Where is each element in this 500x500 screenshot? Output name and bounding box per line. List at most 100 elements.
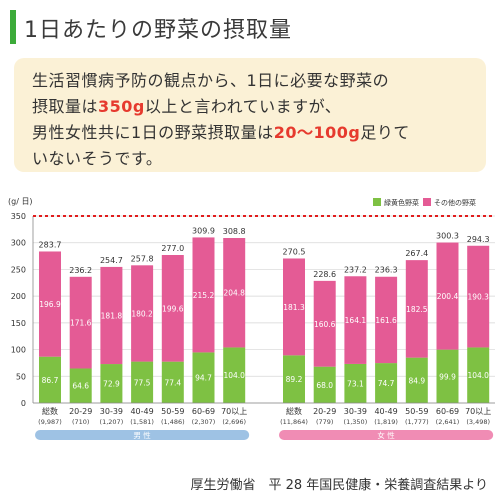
bar-segment-green <box>39 356 61 403</box>
x-tick-label: 総数 <box>42 406 58 416</box>
page-title: 1日あたりの野菜の摂取量 <box>24 18 292 43</box>
bar-segment-pink <box>161 255 184 362</box>
y-tick-label: 50 <box>16 372 26 381</box>
bar-segment-green <box>131 361 154 403</box>
x-count-label: (9,987) <box>38 418 62 426</box>
legend-label-pink: その他の野菜 <box>434 198 476 207</box>
bar-segment-pink <box>436 242 459 350</box>
bar-segment-green <box>223 347 246 403</box>
legend-label-green: 緑黄色野菜 <box>384 198 419 207</box>
data-label-pink: 160.6 <box>314 320 336 329</box>
data-label-green: 94.7 <box>195 374 212 383</box>
bar-segment-pink <box>344 276 367 364</box>
data-label-green: 104.0 <box>467 371 489 380</box>
data-label-total: 270.5 <box>283 247 306 256</box>
y-tick-label: 150 <box>11 319 26 328</box>
data-label-green: 89.2 <box>286 375 303 384</box>
bar-segment-green <box>375 363 398 403</box>
data-label-total: 267.4 <box>405 249 428 258</box>
x-count-label: (3,498) <box>466 418 490 426</box>
data-label-total: 236.3 <box>375 266 398 275</box>
bar-segment-pink <box>405 260 428 358</box>
bar-segment-green <box>283 355 305 403</box>
y-tick-label: 0 <box>21 399 26 408</box>
data-label-pink: 161.6 <box>375 316 397 325</box>
data-label-pink: 164.1 <box>345 316 367 325</box>
bar-segment-pink <box>223 238 246 348</box>
note-line-4: いないそうです。 <box>32 149 163 168</box>
x-count-label: (1,486) <box>161 418 185 426</box>
y-axis-label: (g/ 日) <box>8 197 33 206</box>
x-tick-label: 60-69 <box>192 407 215 416</box>
x-count-label: (11,864) <box>280 418 308 426</box>
x-count-label: (1,207) <box>100 418 124 426</box>
data-label-green: 74.7 <box>378 379 395 388</box>
bar-segment-green <box>405 357 428 403</box>
x-count-label: (779) <box>316 418 333 426</box>
data-label-total: 257.8 <box>131 254 154 263</box>
data-label-total: 294.3 <box>467 235 490 244</box>
x-tick-label: 40-49 <box>374 407 397 416</box>
data-label-pink: 171.6 <box>70 319 92 328</box>
source-credit: 厚生労働省 平 28 年国民健康・栄養調査結果より <box>190 478 488 493</box>
x-count-label: (1,350) <box>344 418 368 426</box>
x-tick-label: 50-59 <box>405 407 428 416</box>
data-label-total: 277.0 <box>161 244 184 253</box>
x-tick-label: 40-49 <box>130 407 153 416</box>
bar-segment-pink <box>283 258 305 356</box>
highlight-350g: 350g <box>98 97 145 116</box>
data-label-green: 84.9 <box>408 376 425 385</box>
x-tick-label: 70以上 <box>465 407 491 416</box>
data-label-total: 236.2 <box>69 266 92 275</box>
x-count-label: (2,696) <box>222 418 246 426</box>
data-label-green: 99.9 <box>439 372 456 381</box>
data-label-total: 308.8 <box>223 227 246 236</box>
data-label-green: 77.5 <box>134 378 151 387</box>
note-line-3: 男性女性共に1日の野菜摂取量は20～100g足りて <box>32 123 410 142</box>
y-tick-label: 350 <box>11 212 26 221</box>
legend-swatch-pink <box>423 198 431 206</box>
group-label-bar-male <box>35 430 250 440</box>
bar-segment-pink <box>467 245 490 348</box>
data-label-green: 86.7 <box>42 376 59 385</box>
bar-segment-pink <box>313 280 336 367</box>
vegetable-intake-chart: (g/ 日) 0 50 100 150 200 250 300 350 緑黄色野菜 その他の野菜 86… <box>8 197 495 440</box>
data-label-green: 104.0 <box>223 371 245 380</box>
note-line-1: 生活習慣病予防の観点から、1日に必要な野菜の <box>32 71 390 90</box>
x-tick-label: 20-29 <box>69 407 92 416</box>
data-label-pink: 180.2 <box>131 309 153 318</box>
y-tick-label: 100 <box>11 346 26 355</box>
legend-swatch-green <box>373 198 381 206</box>
x-count-label: (1,819) <box>374 418 398 426</box>
bar-segment-pink <box>39 251 61 357</box>
bar-segment-green <box>161 361 184 403</box>
x-count-label: (710) <box>72 418 89 426</box>
bar-segment-green <box>100 364 123 403</box>
group-label-bar-female <box>279 430 494 440</box>
data-label-pink: 196.9 <box>39 300 61 309</box>
bar-segment-green <box>192 352 215 403</box>
x-tick-label: 総数 <box>286 406 302 416</box>
x-count-label: (1,777) <box>405 418 429 426</box>
note-line-2: 摂取量は350g以上と言われていますが、 <box>32 97 342 116</box>
highlight-shortfall: 20～100g <box>273 123 361 142</box>
y-tick-label: 300 <box>11 239 26 248</box>
bar-segment-pink <box>100 266 123 365</box>
x-tick-label: 60-69 <box>436 407 459 416</box>
x-tick-label: 50-59 <box>161 407 184 416</box>
bar-segment-green <box>467 347 490 403</box>
bar-segment-green <box>69 368 92 403</box>
x-tick-label: 30-39 <box>344 407 367 416</box>
bar-segment-pink <box>69 276 92 369</box>
title-accent-bar <box>10 10 16 44</box>
data-label-green: 72.9 <box>103 380 120 389</box>
x-tick-label: 30-39 <box>100 407 123 416</box>
info-note-box: 生活習慣病予防の観点から、1日に必要な野菜の 摂取量は350g以上と言われていま… <box>14 58 486 172</box>
data-label-green: 68.0 <box>316 381 333 390</box>
y-tick-label: 200 <box>11 292 26 301</box>
data-label-pink: 181.3 <box>283 303 305 312</box>
bar-segment-pink <box>375 276 398 364</box>
data-label-green: 73.1 <box>347 379 364 388</box>
bar-segment-green <box>313 366 336 403</box>
data-label-pink: 204.8 <box>223 289 245 298</box>
